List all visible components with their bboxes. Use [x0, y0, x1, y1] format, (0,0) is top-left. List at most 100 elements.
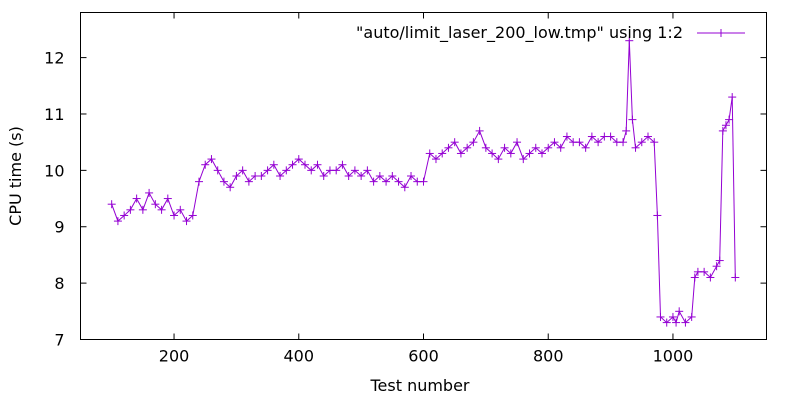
- data-point: [375, 172, 384, 180]
- data-point: [120, 211, 129, 220]
- data-point: [170, 211, 179, 220]
- data-point: [301, 160, 310, 169]
- x-tick-label: 400: [283, 347, 314, 366]
- data-point: [238, 166, 247, 175]
- data-point: [656, 312, 665, 321]
- data-point: [219, 177, 228, 186]
- data-point: [475, 126, 484, 135]
- data-point: [500, 143, 509, 152]
- data-point: [213, 166, 222, 175]
- data-point: [700, 267, 709, 276]
- data-point: [126, 205, 135, 214]
- data-point: [594, 138, 603, 147]
- data-point: [628, 115, 637, 124]
- data-point: [357, 172, 366, 180]
- data-point: [687, 312, 696, 321]
- data-point: [138, 205, 147, 214]
- x-axis-ticks: 200 400 600 800 1000: [159, 12, 694, 366]
- x-axis-title: Test number: [369, 376, 469, 395]
- data-point: [232, 172, 241, 180]
- y-tick-label: 9: [54, 218, 64, 237]
- data-point: [145, 188, 154, 197]
- series-layer: [107, 36, 740, 327]
- data-point: [587, 132, 596, 141]
- data-point: [675, 307, 684, 316]
- data-point: [338, 160, 347, 169]
- data-point: [151, 200, 160, 209]
- data-point: [244, 177, 253, 186]
- x-tick-label: 200: [159, 347, 190, 366]
- data-point: [650, 138, 659, 147]
- data-point: [506, 149, 515, 158]
- data-point: [176, 205, 185, 214]
- data-point: [307, 166, 316, 175]
- y-tick-label: 8: [54, 274, 64, 293]
- data-point: [513, 138, 522, 147]
- data-point: [201, 160, 210, 169]
- data-point: [681, 318, 690, 327]
- data-point: [344, 172, 353, 180]
- x-tick-label: 600: [408, 347, 439, 366]
- data-point: [294, 155, 303, 164]
- data-point: [481, 143, 490, 152]
- data-point: [469, 138, 478, 147]
- data-point: [537, 149, 546, 158]
- data-point: [188, 211, 197, 220]
- data-point: [113, 217, 122, 226]
- data-point: [718, 126, 727, 135]
- plot-frame: [80, 12, 767, 340]
- data-point: [207, 155, 216, 164]
- data-point: [363, 166, 372, 175]
- data-point: [288, 160, 297, 169]
- data-point: [519, 155, 528, 164]
- data-point: [731, 273, 740, 282]
- data-point: [531, 143, 540, 152]
- data-point: [672, 318, 681, 327]
- data-point: [444, 143, 453, 152]
- data-point: [407, 172, 416, 180]
- x-tick-label: 1000: [653, 347, 694, 366]
- data-point: [194, 177, 203, 186]
- data-point: [721, 121, 730, 130]
- data-point: [728, 93, 737, 102]
- data-point: [550, 138, 559, 147]
- data-point: [263, 166, 272, 175]
- data-point: [400, 183, 409, 192]
- data-point: [525, 149, 534, 158]
- data-point: [606, 132, 615, 141]
- data-point: [556, 143, 565, 152]
- data-point: [668, 312, 677, 321]
- data-point: [313, 160, 322, 169]
- data-point: [622, 126, 631, 135]
- data-point: [419, 177, 428, 186]
- data-point: [562, 132, 571, 141]
- data-point: [725, 115, 734, 124]
- data-point: [163, 194, 172, 203]
- legend: "auto/limit_laser_200_low.tmp" using 1:2: [356, 23, 745, 43]
- data-point: [350, 166, 359, 175]
- data-point: [257, 172, 266, 180]
- data-point: [107, 200, 116, 209]
- data-point: [132, 194, 141, 203]
- data-point: [450, 138, 459, 147]
- data-point: [494, 155, 503, 164]
- data-point: [282, 166, 291, 175]
- data-point: [425, 149, 434, 158]
- data-point: [619, 138, 628, 147]
- data-point: [644, 132, 653, 141]
- data-point: [488, 149, 497, 158]
- y-tick-label: 11: [44, 105, 64, 124]
- y-tick-label: 7: [54, 331, 64, 350]
- data-point: [431, 155, 440, 164]
- data-point: [226, 183, 235, 192]
- x-tick-label: 800: [533, 347, 564, 366]
- data-point: [438, 149, 447, 158]
- data-point: [625, 36, 634, 45]
- y-axis-ticks: 7 8 9 10 11 12: [44, 49, 767, 350]
- data-point: [463, 143, 472, 152]
- data-point: [653, 211, 662, 220]
- data-point: [706, 273, 715, 282]
- data-point: [319, 172, 328, 180]
